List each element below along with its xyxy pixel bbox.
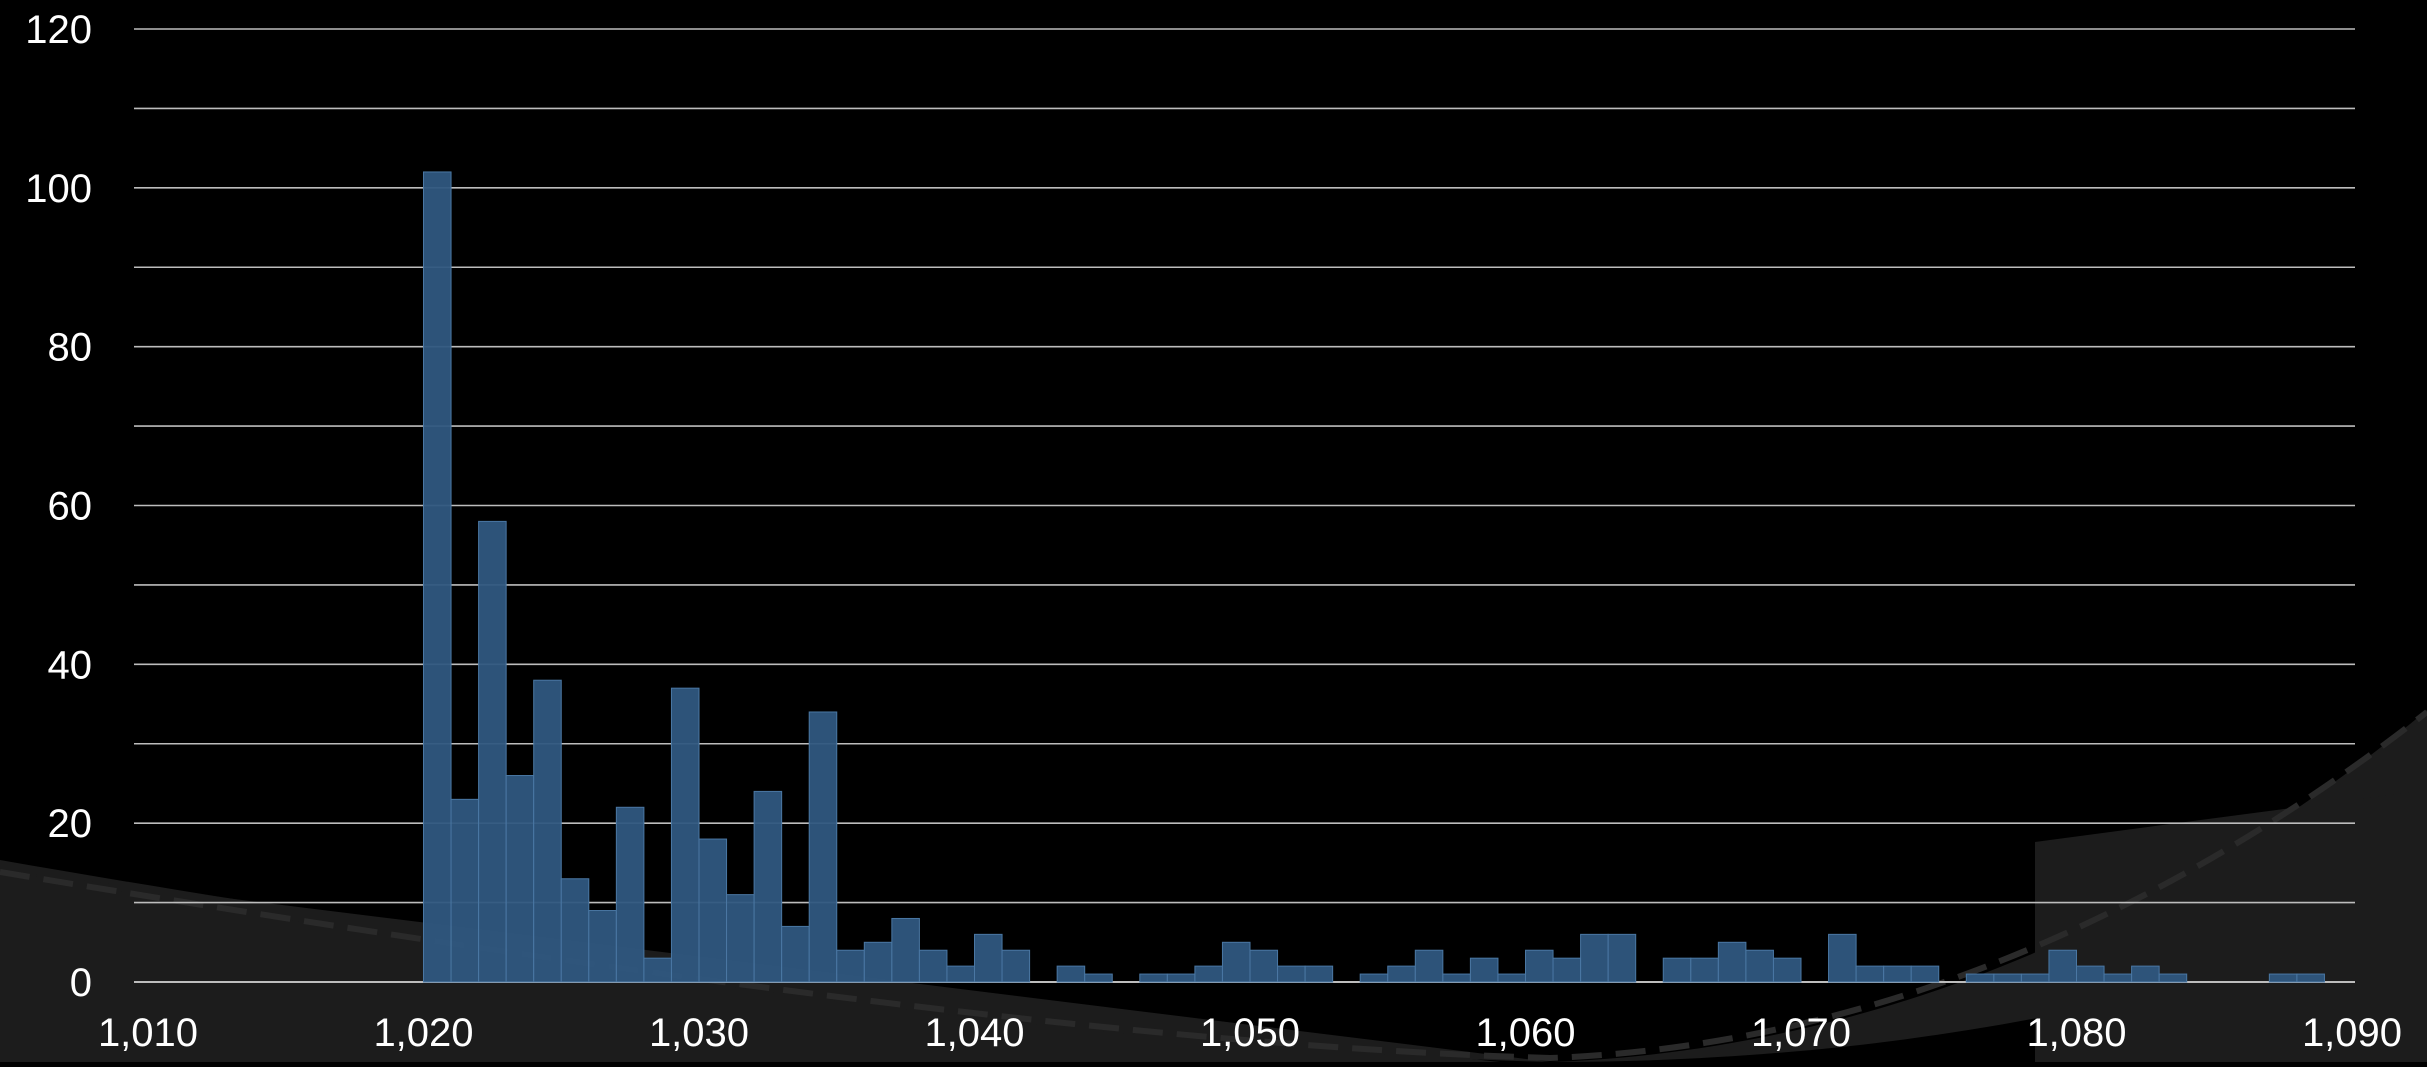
- x-axis-tick-labels: 1,010 1,020 1,030 1,040 1,050 1,060 1,070 1,080…: [98, 1011, 2402, 1055]
- histogram-bar: [1359, 973, 1389, 983]
- histogram-bar: [1249, 949, 1279, 983]
- histogram-bar: [1855, 965, 1885, 983]
- histogram-bar: [450, 798, 480, 983]
- histogram-bar: [1056, 965, 1086, 983]
- histogram-bar: [1387, 965, 1416, 983]
- histogram-bar: [891, 917, 920, 983]
- histogram-bar: [2268, 973, 2298, 983]
- histogram-bar: [588, 910, 617, 983]
- grid-lines: [134, 28, 2355, 983]
- x-tick-label: 1,040: [924, 1011, 1024, 1055]
- histogram-bar: [753, 790, 783, 983]
- histogram-bar: [1304, 965, 1334, 983]
- y-tick-label: 100: [25, 167, 92, 211]
- x-tick-label: 1,060: [1475, 1011, 1575, 1055]
- histogram-bar: [946, 965, 976, 983]
- histogram-bar: [1221, 941, 1251, 983]
- histogram-bar: [2076, 965, 2105, 983]
- histogram-bar: [1414, 949, 1444, 983]
- histogram-bar: [726, 894, 755, 983]
- background-decoration: [0, 709, 2427, 1062]
- x-tick-label: 1,010: [98, 1011, 198, 1055]
- histogram-bar: [1580, 933, 1609, 983]
- histogram-bar: [1828, 933, 1857, 983]
- histogram-bar: [863, 941, 893, 983]
- histogram-bar: [1910, 965, 1940, 983]
- histogram-bar: [1166, 973, 1196, 983]
- histogram-bar: [1965, 973, 1995, 983]
- histogram-bar: [1277, 965, 1306, 983]
- y-tick-label: 80: [48, 326, 93, 370]
- histogram-bar: [2020, 973, 2050, 983]
- histogram-bar: [1717, 941, 1747, 983]
- y-tick-label: 0: [70, 961, 92, 1005]
- histogram-bar: [1084, 973, 1113, 983]
- backdrop-band-left: [0, 860, 1500, 1062]
- x-tick-label: 1,090: [2302, 1011, 2402, 1055]
- histogram-bar: [698, 838, 728, 983]
- histogram-bar: [1469, 957, 1499, 983]
- histogram-bar: [478, 520, 507, 983]
- y-tick-label: 120: [25, 8, 92, 52]
- histogram-bar: [560, 878, 590, 983]
- histogram-bar: [2103, 973, 2133, 983]
- histogram-bar: [2048, 949, 2077, 983]
- histogram-bar: [1662, 957, 1692, 983]
- x-tick-label: 1,080: [2026, 1011, 2126, 1055]
- histogram-bar: [974, 933, 1003, 983]
- x-tick-label: 1,070: [1751, 1011, 1851, 1055]
- y-axis-tick-labels: 0 20 40 60 80 100 120: [25, 8, 92, 1005]
- histogram-bar: [533, 679, 562, 983]
- histogram-bar: [1745, 949, 1774, 983]
- histogram-bar: [2131, 965, 2160, 983]
- backdrop-block-right: [2035, 790, 2427, 1062]
- y-tick-label: 60: [48, 485, 93, 529]
- histogram-bar: [615, 806, 645, 983]
- x-tick-label: 1,020: [373, 1011, 473, 1055]
- histogram-bar: [1139, 973, 1168, 983]
- histogram-bar: [1442, 973, 1471, 983]
- x-tick-label: 1,050: [1200, 1011, 1300, 1055]
- histogram-bar: [1883, 965, 1912, 983]
- histogram-bar: [1772, 957, 1802, 983]
- histogram-bar: [918, 949, 948, 983]
- histogram-bar: [1607, 933, 1637, 983]
- x-tick-label: 1,030: [649, 1011, 749, 1055]
- histogram-bar: [1001, 949, 1031, 983]
- histogram-bar: [2158, 973, 2188, 983]
- histogram-bar: [2296, 973, 2325, 983]
- histogram-bar: [1552, 957, 1582, 983]
- histogram-bar: [1525, 949, 1554, 983]
- histogram-bar: [836, 949, 865, 983]
- histogram-bar: [423, 171, 452, 983]
- histogram-bar: [1690, 957, 1719, 983]
- histogram-bar: [643, 957, 672, 983]
- histogram-bar: [505, 775, 535, 983]
- histogram-bar: [670, 687, 700, 983]
- y-tick-label: 40: [48, 643, 93, 687]
- histogram-bar: [781, 925, 810, 983]
- histogram-bar: [1993, 973, 2022, 983]
- y-tick-label: 20: [48, 802, 93, 846]
- histogram-bar: [808, 711, 838, 983]
- histogram-bars: [423, 171, 2325, 983]
- histogram-bar: [1194, 965, 1223, 983]
- histogram-bar: [1497, 973, 1526, 983]
